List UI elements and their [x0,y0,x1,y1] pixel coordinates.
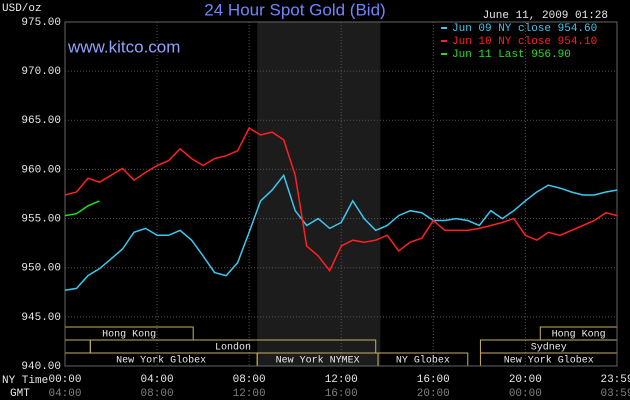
x2-tick-label: 16:00 [325,388,358,400]
x2-tick-label: 03:59 [600,388,630,400]
legend-label: Jun 10 NY close 954.10 [452,36,597,48]
x-tick-label: 20:00 [509,374,542,386]
y-tick-label: 960.00 [21,164,61,176]
source: www.kitco.com [67,37,180,56]
price-line [64,127,618,273]
x2-tick-label: 08:00 [141,388,174,400]
x2-tick-label: 00:00 [509,388,542,400]
y-tick-label: 965.00 [21,115,61,127]
legend-label: Jun 09 NY close 954.60 [452,23,597,35]
x2-tick-label: 12:00 [233,388,266,400]
price-line [64,173,618,292]
legend-label: Jun 11 Last 956.90 [452,49,571,61]
session-label: New York Globex [504,355,594,367]
y-tick-label: 955.00 [21,213,61,225]
session-label: New York Globex [116,355,206,367]
x-tick-label: 16:00 [417,374,450,386]
session-box [64,339,91,354]
x-tick-label: 04:00 [141,374,174,386]
y-tick-label: 940.00 [21,361,61,373]
y-tick-label: 970.00 [21,66,61,78]
session-label: London [215,342,251,354]
session-label: Sydney [531,342,567,354]
session-label: New York NYMEX [276,355,360,367]
timestamp: June 11, 2009 01:28 [483,10,608,22]
x2-tick-label: 20:00 [417,388,450,400]
x-tick-label: 08:00 [233,374,266,386]
y-tick-label: 945.00 [21,312,61,324]
x2-tick-label: 04:00 [48,388,81,400]
shaded-session [257,22,381,366]
plot-frame [64,21,618,367]
y-tick-label: 975.00 [21,17,61,29]
x-tick-label: 23:59 [600,374,630,386]
x-axis-label: NY Time [2,375,48,387]
session-label: Hong Kong [102,330,156,341]
chart-title: 24 Hour Spot Gold (Bid) [204,0,385,19]
session-label: NY Globex [396,355,450,367]
y-tick-label: 950.00 [21,263,61,275]
session-label: Hong Kong [552,330,606,341]
price-line [64,200,100,217]
x-tick-label: 12:00 [325,374,358,386]
y-axis-label: USD/oz [2,3,42,15]
x-tick-label: 00:00 [48,374,81,386]
x2-axis-label: GMT [10,388,30,400]
